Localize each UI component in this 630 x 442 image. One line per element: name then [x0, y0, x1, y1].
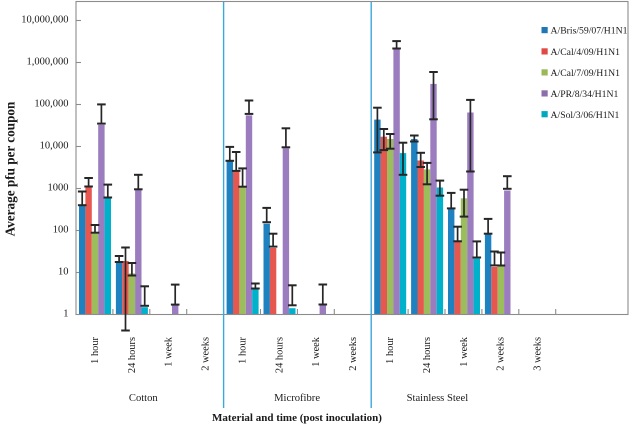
svg-text:Microfibre: Microfibre: [274, 393, 320, 404]
svg-text:1 hour: 1 hour: [90, 336, 101, 363]
svg-text:2 weeks: 2 weeks: [201, 337, 212, 371]
svg-text:10: 10: [58, 267, 69, 278]
svg-text:Cotton: Cotton: [129, 393, 159, 404]
svg-text:A/Bris/59/07/H1N1: A/Bris/59/07/H1N1: [551, 26, 628, 37]
svg-text:1 week: 1 week: [459, 336, 470, 367]
svg-text:2 weeks: 2 weeks: [496, 337, 507, 371]
svg-text:10,000,000: 10,000,000: [21, 15, 68, 26]
svg-text:100: 100: [53, 225, 69, 236]
svg-text:24 hours: 24 hours: [422, 337, 433, 373]
svg-text:1: 1: [63, 309, 68, 320]
svg-text:Material and time (post inocul: Material and time (post inoculation): [212, 412, 382, 424]
svg-text:1000: 1000: [48, 183, 69, 194]
svg-text:A/Sol/3/06/H1N1: A/Sol/3/06/H1N1: [551, 110, 620, 121]
svg-text:24 hours: 24 hours: [274, 337, 285, 373]
svg-text:A/Cal/7/09/H1N1: A/Cal/7/09/H1N1: [551, 68, 621, 79]
svg-text:1 week: 1 week: [164, 336, 175, 367]
svg-text:2 weeks: 2 weeks: [348, 337, 359, 371]
svg-text:A/PR/8/34/H1N1: A/PR/8/34/H1N1: [551, 89, 619, 100]
svg-text:1 hour: 1 hour: [237, 336, 248, 363]
svg-text:24 hours: 24 hours: [127, 337, 138, 373]
svg-text:1,000,000: 1,000,000: [27, 57, 69, 68]
svg-text:3 weeks: 3 weeks: [533, 337, 544, 371]
svg-text:A/Cal/4/09/H1N1: A/Cal/4/09/H1N1: [551, 47, 621, 58]
svg-text:Average pfu per coupon: Average pfu per coupon: [3, 101, 18, 236]
svg-text:10,000: 10,000: [40, 141, 69, 152]
svg-text:1 week: 1 week: [311, 336, 322, 367]
svg-text:100,000: 100,000: [34, 99, 68, 110]
svg-text:Stainless Steel: Stainless Steel: [407, 393, 469, 404]
svg-text:1 hour: 1 hour: [385, 336, 396, 363]
